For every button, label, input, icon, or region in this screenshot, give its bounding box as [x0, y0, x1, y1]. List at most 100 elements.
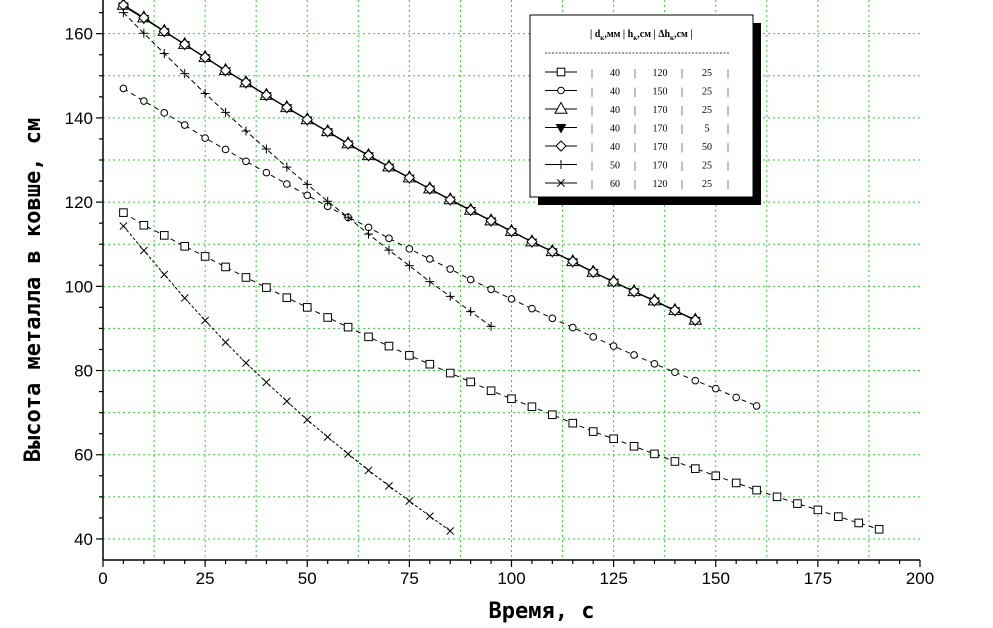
- y-tick-label: 40: [74, 530, 93, 549]
- data-point: [548, 410, 557, 420]
- data-point: [160, 270, 169, 279]
- legend-cell: |: [727, 87, 729, 98]
- legend-cell: |: [634, 179, 636, 190]
- legend-cell: |: [681, 179, 683, 190]
- series-circle: [119, 84, 761, 410]
- data-point: [262, 168, 271, 177]
- data-point: [364, 466, 373, 475]
- legend-cell: |: [591, 124, 593, 135]
- data-point: [160, 109, 169, 117]
- data-point: [487, 285, 495, 294]
- data-point: [119, 208, 128, 217]
- legend-cell: 120: [653, 68, 668, 79]
- data-point: [180, 121, 189, 129]
- x-tick-label: 150: [702, 569, 730, 588]
- x-tick-label: 0: [98, 569, 107, 588]
- data-point: [201, 316, 210, 325]
- legend-cell: 150: [653, 87, 668, 98]
- data-point: [444, 193, 456, 206]
- data-point: [221, 262, 230, 272]
- data-point: [384, 245, 394, 255]
- series-line: [123, 12, 492, 327]
- x-tick-label: 200: [906, 569, 934, 588]
- data-point: [303, 191, 312, 200]
- data-point: [527, 402, 537, 412]
- data-point: [201, 134, 209, 142]
- x-tick-label: 100: [497, 569, 525, 588]
- legend-cell: 170: [653, 142, 668, 153]
- data-point: [669, 304, 681, 317]
- data-point: [854, 518, 864, 528]
- data-point: [466, 307, 476, 317]
- legend-entry: | 40 | 150 | 25 |: [545, 87, 729, 98]
- data-point: [505, 225, 518, 237]
- data-point: [691, 464, 700, 473]
- data-point: [445, 368, 455, 378]
- legend-marker: [556, 67, 566, 77]
- data-point: [446, 526, 455, 535]
- legend-cell: |: [727, 179, 729, 190]
- legend-cell: |: [634, 68, 636, 79]
- data-point: [607, 275, 620, 288]
- y-tick-label: 160: [65, 25, 93, 44]
- legend-cell: |: [634, 161, 636, 172]
- data-point: [546, 245, 559, 258]
- data-point: [242, 358, 250, 367]
- y-axis-title: Высота металла в ковше, см: [21, 118, 46, 462]
- data-point: [507, 295, 516, 303]
- legend-entry: | 40 | 170 | 50 |: [545, 140, 729, 153]
- data-point: [772, 492, 782, 502]
- x-axis-title: Время, с: [489, 599, 595, 624]
- legend-cell: 40: [610, 105, 620, 116]
- legend-cell: |: [591, 87, 593, 98]
- series-plus: [118, 8, 496, 331]
- data-point: [405, 351, 414, 360]
- data-point: [670, 457, 680, 466]
- legend-cell: |: [681, 161, 683, 172]
- data-point: [384, 481, 393, 490]
- data-point: [281, 101, 293, 114]
- legend-cell: 25: [702, 179, 712, 190]
- data-point: [364, 229, 374, 239]
- y-tick-label: 120: [65, 193, 93, 212]
- legend-cell: |: [681, 105, 683, 116]
- y-tick-label: 140: [65, 109, 93, 128]
- data-point: [221, 107, 231, 117]
- data-point: [425, 359, 435, 369]
- legend-cell: 25: [702, 87, 712, 98]
- data-point: [731, 478, 741, 488]
- data-point: [303, 415, 312, 424]
- data-point: [426, 255, 434, 263]
- axes: 0 25 50 75 100 125 150 175 200 40 60 80 100 120 140 160: [65, 0, 934, 588]
- y-tick-label: 60: [74, 446, 93, 465]
- data-point: [648, 294, 661, 307]
- data-point: [711, 384, 720, 393]
- data-point: [178, 38, 191, 50]
- data-point: [261, 144, 271, 154]
- legend-cell: 25: [702, 161, 712, 172]
- legend-cell: 170: [653, 124, 668, 135]
- legend-cell: 60: [610, 179, 620, 190]
- data-point: [323, 196, 333, 206]
- data-point: [241, 126, 251, 136]
- data-point: [486, 321, 496, 331]
- data-point: [567, 255, 579, 268]
- x-tick-label: 175: [804, 569, 832, 588]
- legend-box: [529, 14, 754, 198]
- data-point: [383, 161, 395, 173]
- data-point: [464, 204, 477, 216]
- data-point: [282, 397, 291, 406]
- legend-cell: |: [727, 142, 729, 153]
- legend-cell: 5: [705, 124, 710, 135]
- data-point: [711, 471, 721, 481]
- legend-cell: |: [727, 161, 729, 172]
- data-point: [507, 394, 516, 404]
- legend-marker: [557, 86, 565, 95]
- series-cross: [119, 222, 455, 535]
- legend-marker: [557, 179, 565, 187]
- legend-cell: 40: [610, 87, 620, 98]
- legend-cell: |: [591, 142, 593, 153]
- data-point: [568, 323, 577, 332]
- legend-cell: 50: [610, 161, 620, 172]
- data-point: [609, 342, 618, 350]
